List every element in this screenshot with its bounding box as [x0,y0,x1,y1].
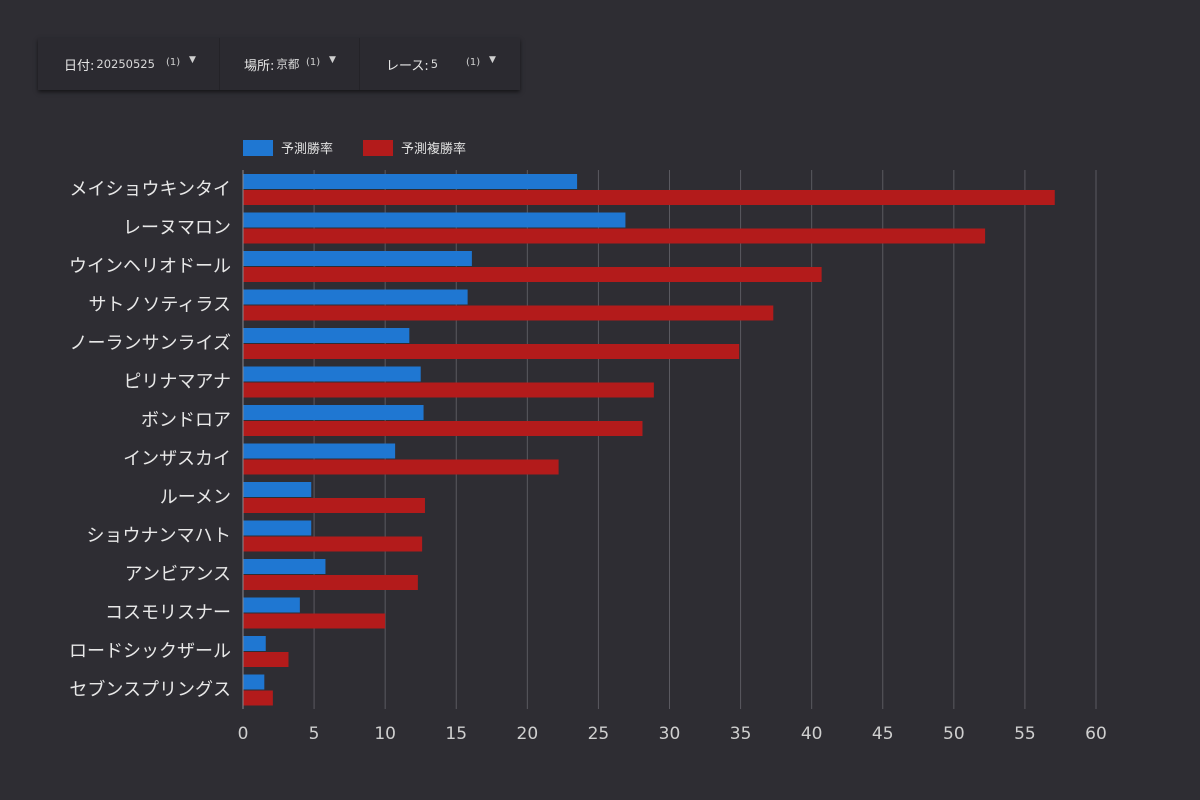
x-tick-label: 50 [943,724,965,744]
date-filter-count: (1) [166,57,181,68]
bar-place-rate [243,421,643,436]
bar-win-rate [243,674,265,690]
bar-win-rate [243,482,312,497]
x-tick-label: 60 [1085,724,1107,744]
bar-win-rate [243,520,312,536]
venue-filter-value: 京都 [276,57,300,71]
venue-filter-label: 場所: [244,58,275,74]
bar-win-rate [243,289,468,305]
bar-place-rate [243,459,559,475]
legend-swatch [243,140,273,156]
x-tick-label: 0 [238,724,249,744]
category-label: ウインヘリオドール [69,256,231,277]
bar-place-rate [243,228,986,244]
date-filter[interactable]: 日付: 20250525 (1) ▼ [38,38,220,90]
x-tick-label: 15 [445,724,467,744]
bar-win-rate [243,636,266,651]
legend-label: 予測勝率 [281,141,333,157]
bar-win-rate [243,212,626,228]
race-filter[interactable]: レース: 5 (1) ▼ [360,38,520,90]
caret-down-icon: ▼ [489,55,496,65]
bar-place-rate [243,575,418,590]
bar-place-rate [243,498,425,513]
bar-place-rate [243,536,423,552]
race-filter-value: 5 [430,57,439,71]
bar-place-rate [243,305,774,321]
bar-place-rate [243,652,289,667]
caret-down-icon: ▼ [189,55,196,65]
x-tick-label: 45 [872,724,894,744]
category-label: ルーメン [160,487,231,508]
bar-win-rate [243,559,326,574]
race-filter-count: (1) [466,57,481,68]
x-tick-label: 55 [1014,724,1036,744]
bar-place-rate [243,613,386,629]
category-label: ノーランサンライズ [70,333,231,354]
date-filter-value: 20250525 [96,57,155,71]
bar-win-rate [243,443,396,459]
x-tick-label: 35 [730,724,752,744]
category-label: コスモリスナー [105,603,231,624]
x-tick-label: 5 [309,724,320,744]
bar-place-rate [243,190,1055,205]
category-label: サトノソティラス [88,295,231,316]
category-label: ショウナンマハト [86,526,231,547]
race-filter-label: レース: [386,58,429,74]
bar-place-rate [243,382,654,398]
legend-swatch [363,140,393,156]
bar-place-rate [243,690,273,706]
x-tick-label: 10 [374,724,396,744]
date-filter-label: 日付: [64,58,95,74]
category-label: メイショウキンタイ [70,179,231,200]
category-label: インザスカイ [123,449,231,470]
venue-filter-count: (1) [306,57,321,68]
category-label: ボンドロア [141,410,231,431]
bar-win-rate [243,366,421,382]
legend-label: 予測複勝率 [401,141,466,157]
bar-win-rate [243,251,472,266]
x-tick-label: 25 [588,724,610,744]
venue-filter[interactable]: 場所: 京都 (1) ▼ [220,38,360,90]
filter-bar: 日付: 20250525 (1) ▼ 場所: 京都 (1) ▼ レース: 5 (… [38,38,520,90]
bar-win-rate [243,405,424,420]
x-tick-label: 20 [517,724,539,744]
caret-down-icon: ▼ [329,55,336,65]
bar-place-rate [243,344,740,359]
x-tick-label: 40 [801,724,823,744]
bar-win-rate [243,597,300,613]
category-label: ロードシックザール [69,641,231,662]
category-label: セブンスプリングス [69,679,231,701]
x-tick-label: 30 [659,724,681,744]
bar-win-rate [243,174,578,189]
bar-place-rate [243,267,822,282]
category-label: ピリナマアナ [123,372,231,393]
bar-win-rate [243,328,410,343]
category-label: アンビアンス [125,564,231,585]
category-label: レーヌマロン [123,218,231,239]
